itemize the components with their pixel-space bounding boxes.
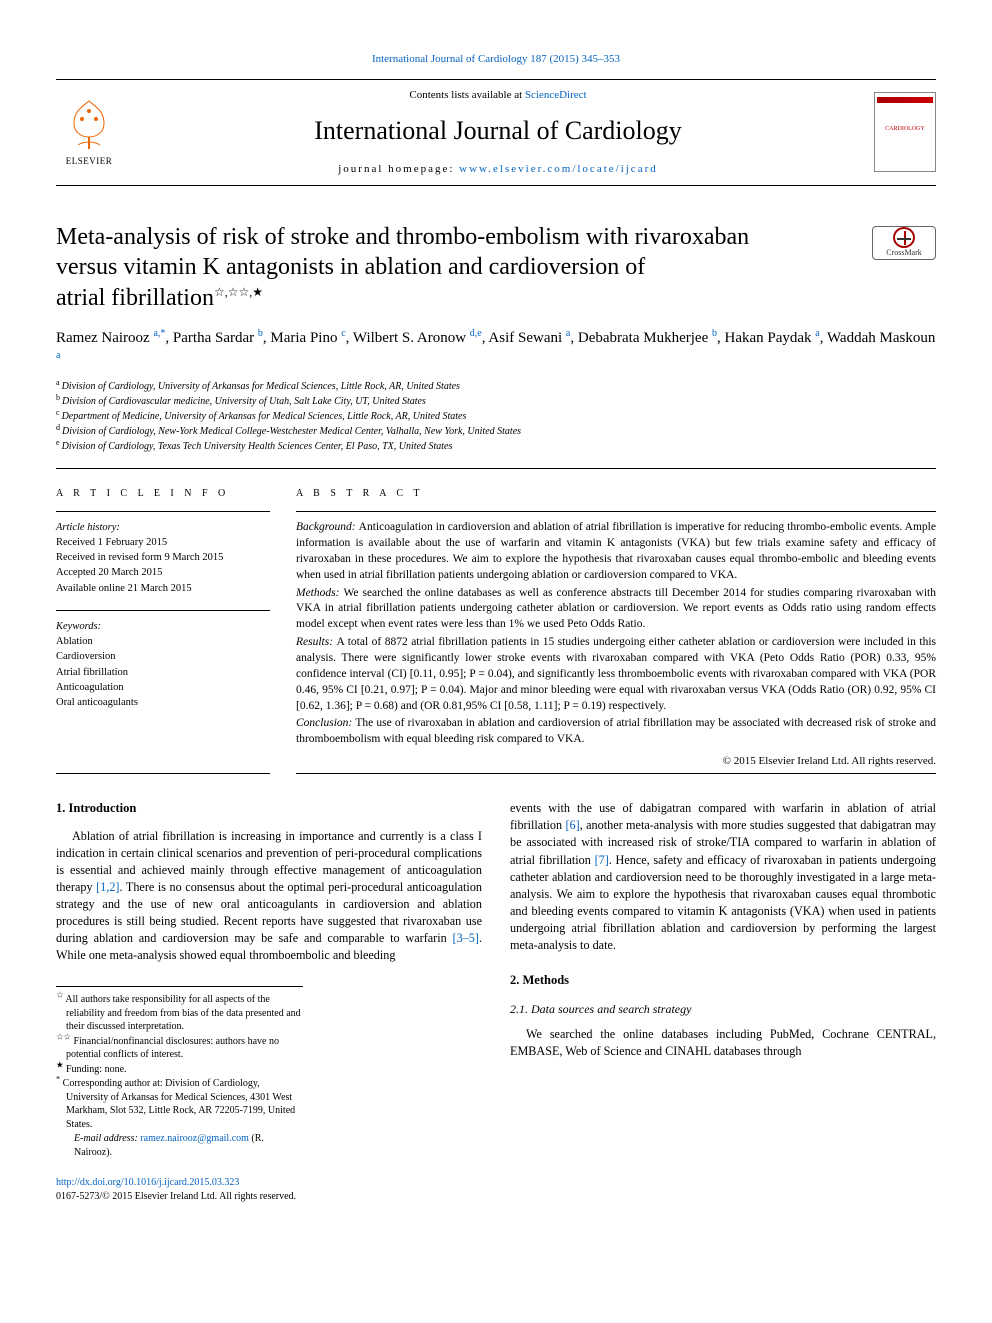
author-8: , Waddah Maskoun — [820, 330, 936, 346]
intro-paragraph-1: Ablation of atrial fibrillation is incre… — [56, 828, 482, 965]
history-received: Received 1 February 2015 — [56, 535, 270, 550]
footnote-email: E-mail address: ramez.nairooz@gmail.com … — [56, 1132, 303, 1159]
abstract-results: Results: A total of 8872 atrial fibrilla… — [296, 635, 936, 714]
abstract: A B S T R A C T Background: Anticoagulat… — [296, 487, 936, 774]
divider — [56, 468, 936, 469]
sciencedirect-link[interactable]: ScienceDirect — [525, 89, 587, 101]
keyword-5: Oral anticoagulants — [56, 695, 270, 710]
title-row: Meta-analysis of risk of stroke and thro… — [56, 222, 936, 314]
author-8-aff[interactable]: a — [56, 350, 60, 361]
crossmark-icon — [893, 227, 915, 248]
abstract-heading: A B S T R A C T — [296, 487, 936, 501]
keyword-2: Cardioversion — [56, 649, 270, 664]
title-line-1: Meta-analysis of risk of stroke and thro… — [56, 224, 749, 250]
affiliation-b: bDivision of Cardiovascular medicine, Un… — [56, 394, 936, 409]
article-title: Meta-analysis of risk of stroke and thro… — [56, 222, 854, 314]
page-root: International Journal of Cardiology 187 … — [0, 0, 992, 1243]
abstract-methods: Methods: We searched the online database… — [296, 586, 936, 634]
crossmark-badge[interactable]: CrossMark — [872, 226, 936, 260]
ref-link-3-5[interactable]: [3–5] — [453, 931, 479, 945]
cover-label: CARDIOLOGY — [882, 109, 928, 155]
intro-paragraph-2: events with the use of dabigatran compar… — [510, 800, 936, 954]
ref-link-1-2[interactable]: [1,2] — [96, 880, 119, 894]
author-6: , Debabrata Mukherjee — [570, 330, 712, 346]
abstract-background: Background: Anticoagulation in cardiover… — [296, 520, 936, 583]
title-footnote-markers: ☆,☆☆,★ — [214, 285, 263, 299]
ref-link-6[interactable]: [6] — [566, 818, 580, 832]
affiliations: aDivision of Cardiology, University of A… — [56, 379, 936, 454]
keyword-3: Atrial fibrillation — [56, 665, 270, 680]
author-3: , Maria Pino — [263, 330, 341, 346]
keywords-block: Keywords: Ablation Cardioversion Atrial … — [56, 619, 270, 710]
section-intro-heading: 1. Introduction — [56, 800, 482, 818]
article-history: Article history: Received 1 February 201… — [56, 520, 270, 596]
author-2: , Partha Sardar — [165, 330, 257, 346]
author-1: Ramez Nairooz — [56, 330, 153, 346]
affiliation-d: dDivision of Cardiology, New-York Medica… — [56, 424, 936, 439]
title-line-3: atrial fibrillation — [56, 285, 214, 311]
journal-cover-thumbnail: CARDIOLOGY — [874, 92, 936, 172]
abstract-conclusion: Conclusion: The use of rivaroxaban in ab… — [296, 716, 936, 748]
ref-link-7[interactable]: [7] — [595, 853, 609, 867]
elsevier-tree-icon — [64, 97, 114, 153]
title-line-2: versus vitamin K antagonists in ablation… — [56, 254, 645, 280]
footnotes: ☆ All authors take responsibility for al… — [56, 986, 303, 1159]
elsevier-label: ELSEVIER — [66, 155, 113, 167]
affiliation-e: eDivision of Cardiology, Texas Tech Univ… — [56, 439, 936, 454]
affiliation-c: cDepartment of Medicine, University of A… — [56, 409, 936, 424]
history-accepted: Accepted 20 March 2015 — [56, 565, 270, 580]
article-info-heading: A R T I C L E I N F O — [56, 487, 270, 501]
author-4: , Wilbert S. Aronow — [346, 330, 470, 346]
keywords-label: Keywords: — [56, 619, 270, 634]
info-abstract-row: A R T I C L E I N F O Article history: R… — [56, 487, 936, 774]
masthead: ELSEVIER Contents lists available at Sci… — [56, 79, 936, 186]
homepage-link[interactable]: www.elsevier.com/locate/ijcard — [459, 163, 658, 175]
contents-prefix: Contents lists available at — [409, 89, 524, 101]
author-4-aff[interactable]: d,e — [470, 328, 482, 339]
homepage-prefix: journal homepage: — [338, 163, 459, 175]
email-link[interactable]: ramez.nairooz@gmail.com — [140, 1133, 249, 1144]
masthead-center: Contents lists available at ScienceDirec… — [122, 88, 874, 177]
citation-link[interactable]: International Journal of Cardiology 187 … — [372, 53, 620, 65]
running-head: International Journal of Cardiology 187 … — [56, 52, 936, 67]
homepage-line: journal homepage: www.elsevier.com/locat… — [122, 162, 874, 177]
footnote-2: ☆☆ Financial/nonfinancial disclosures: a… — [56, 1035, 303, 1062]
footnote-3: ★ Funding: none. — [56, 1063, 303, 1077]
history-revised: Received in revised form 9 March 2015 — [56, 550, 270, 565]
section-methods-heading: 2. Methods — [510, 972, 936, 990]
doi-link[interactable]: http://dx.doi.org/10.1016/j.ijcard.2015.… — [56, 1177, 239, 1188]
history-label: Article history: — [56, 520, 270, 535]
footnote-1: ☆ All authors take responsibility for al… — [56, 993, 303, 1034]
affiliation-a: aDivision of Cardiology, University of A… — [56, 379, 936, 394]
section-methods-subheading: 2.1. Data sources and search strategy — [510, 1001, 936, 1018]
body-column-right: events with the use of dabigatran compar… — [510, 800, 936, 1160]
keyword-1: Ablation — [56, 634, 270, 649]
history-online: Available online 21 March 2015 — [56, 581, 270, 596]
methods-paragraph-1: We searched the online databases includi… — [510, 1026, 936, 1060]
crossmark-label: CrossMark — [886, 248, 922, 259]
body-columns: 1. Introduction Ablation of atrial fibri… — [56, 800, 936, 1160]
footnote-corresponding: * Corresponding author at: Division of C… — [56, 1077, 303, 1131]
article-info: A R T I C L E I N F O Article history: R… — [56, 487, 270, 774]
author-7: , Hakan Paydak — [717, 330, 815, 346]
elsevier-logo: ELSEVIER — [56, 93, 122, 171]
page-footer: http://dx.doi.org/10.1016/j.ijcard.2015.… — [56, 1176, 936, 1203]
keyword-4: Anticoagulation — [56, 680, 270, 695]
contents-line: Contents lists available at ScienceDirec… — [122, 88, 874, 103]
author-list: Ramez Nairooz a,*, Partha Sardar b, Mari… — [56, 328, 936, 372]
body-column-left: 1. Introduction Ablation of atrial fibri… — [56, 800, 482, 1160]
abstract-copyright: © 2015 Elsevier Ireland Ltd. All rights … — [296, 754, 936, 769]
journal-name: International Journal of Cardiology — [122, 113, 874, 148]
author-5: , Asif Sewani — [482, 330, 566, 346]
issn-copyright: 0167-5273/© 2015 Elsevier Ireland Ltd. A… — [56, 1191, 296, 1202]
